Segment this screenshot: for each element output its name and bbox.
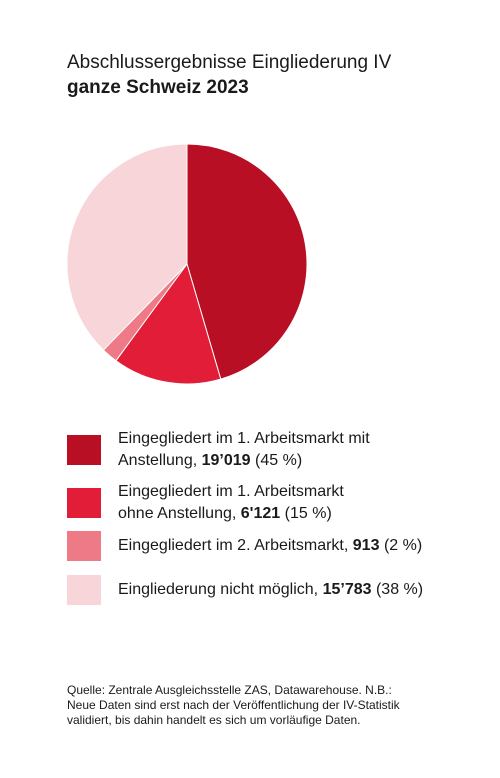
legend-item-1-arbeitsmarkt-mit-anstellung: Eingegliedert im 1. Arbeitsmarkt mit Ans… [67, 428, 370, 472]
legend-label: Eingegliedert im 1. Arbeitsmarkt ohne An… [118, 481, 344, 525]
legend-value: 19’019 [201, 452, 251, 469]
legend-value: 6'121 [240, 505, 281, 522]
legend-item-2-arbeitsmarkt: Eingegliedert im 2. Arbeitsmarkt, 913 (2… [67, 531, 422, 561]
legend-value: 913 [352, 537, 380, 554]
legend-percent: (15 %) [284, 505, 332, 522]
pie-chart [66, 143, 308, 385]
legend-label-line1: Eingegliedert im 1. Arbeitsmarkt mit [118, 430, 370, 447]
pie-slice-nicht-moeglich [66, 143, 188, 351]
source-line3: validiert, bis dahin handelt es sich um … [67, 713, 361, 727]
legend-label-line2: Anstellung, [118, 452, 198, 469]
legend-percent: (2 %) [383, 537, 423, 554]
legend-label: Eingegliedert im 1. Arbeitsmarkt mit Ans… [118, 428, 370, 472]
source-line1: Quelle: Zentrale Ausgleichsstelle ZAS, D… [67, 683, 392, 697]
legend-swatch [67, 531, 101, 561]
legend-label-line1: Eingegliedert im 2. Arbeitsmarkt, [118, 537, 349, 554]
legend-label: Eingliederung nicht möglich, 15’783 (38 … [118, 579, 423, 601]
legend-swatch [67, 575, 101, 605]
legend-item-nicht-moeglich: Eingliederung nicht möglich, 15’783 (38 … [67, 575, 423, 605]
source-line2: Neue Daten sind erst nach der Veröffentl… [67, 698, 400, 712]
legend-label-line1: Eingegliedert im 1. Arbeitsmarkt [118, 483, 344, 500]
legend-value: 15’783 [322, 581, 372, 598]
source-note: Quelle: Zentrale Ausgleichsstelle ZAS, D… [67, 683, 467, 728]
legend-swatch [67, 488, 101, 518]
legend-label: Eingegliedert im 2. Arbeitsmarkt, 913 (2… [118, 535, 422, 557]
legend-label-line1: Eingliederung nicht möglich, [118, 581, 319, 598]
pie-slice-1-arbeitsmarkt-ohne-anstellung [115, 262, 222, 385]
chart-title: Abschlussergebnisse Eingliederung IV [67, 52, 392, 73]
legend-swatch [67, 435, 101, 465]
legend-item-1-arbeitsmarkt-ohne-anstellung: Eingegliedert im 1. Arbeitsmarkt ohne An… [67, 481, 344, 525]
legend-percent: (38 %) [375, 581, 424, 598]
chart-subtitle: ganze Schweiz 2023 [67, 77, 249, 98]
legend-label-line2: ohne Anstellung, [118, 505, 237, 522]
pie-slice-1-arbeitsmarkt-mit-anstellung [186, 143, 308, 380]
legend-percent: (45 %) [255, 452, 303, 469]
